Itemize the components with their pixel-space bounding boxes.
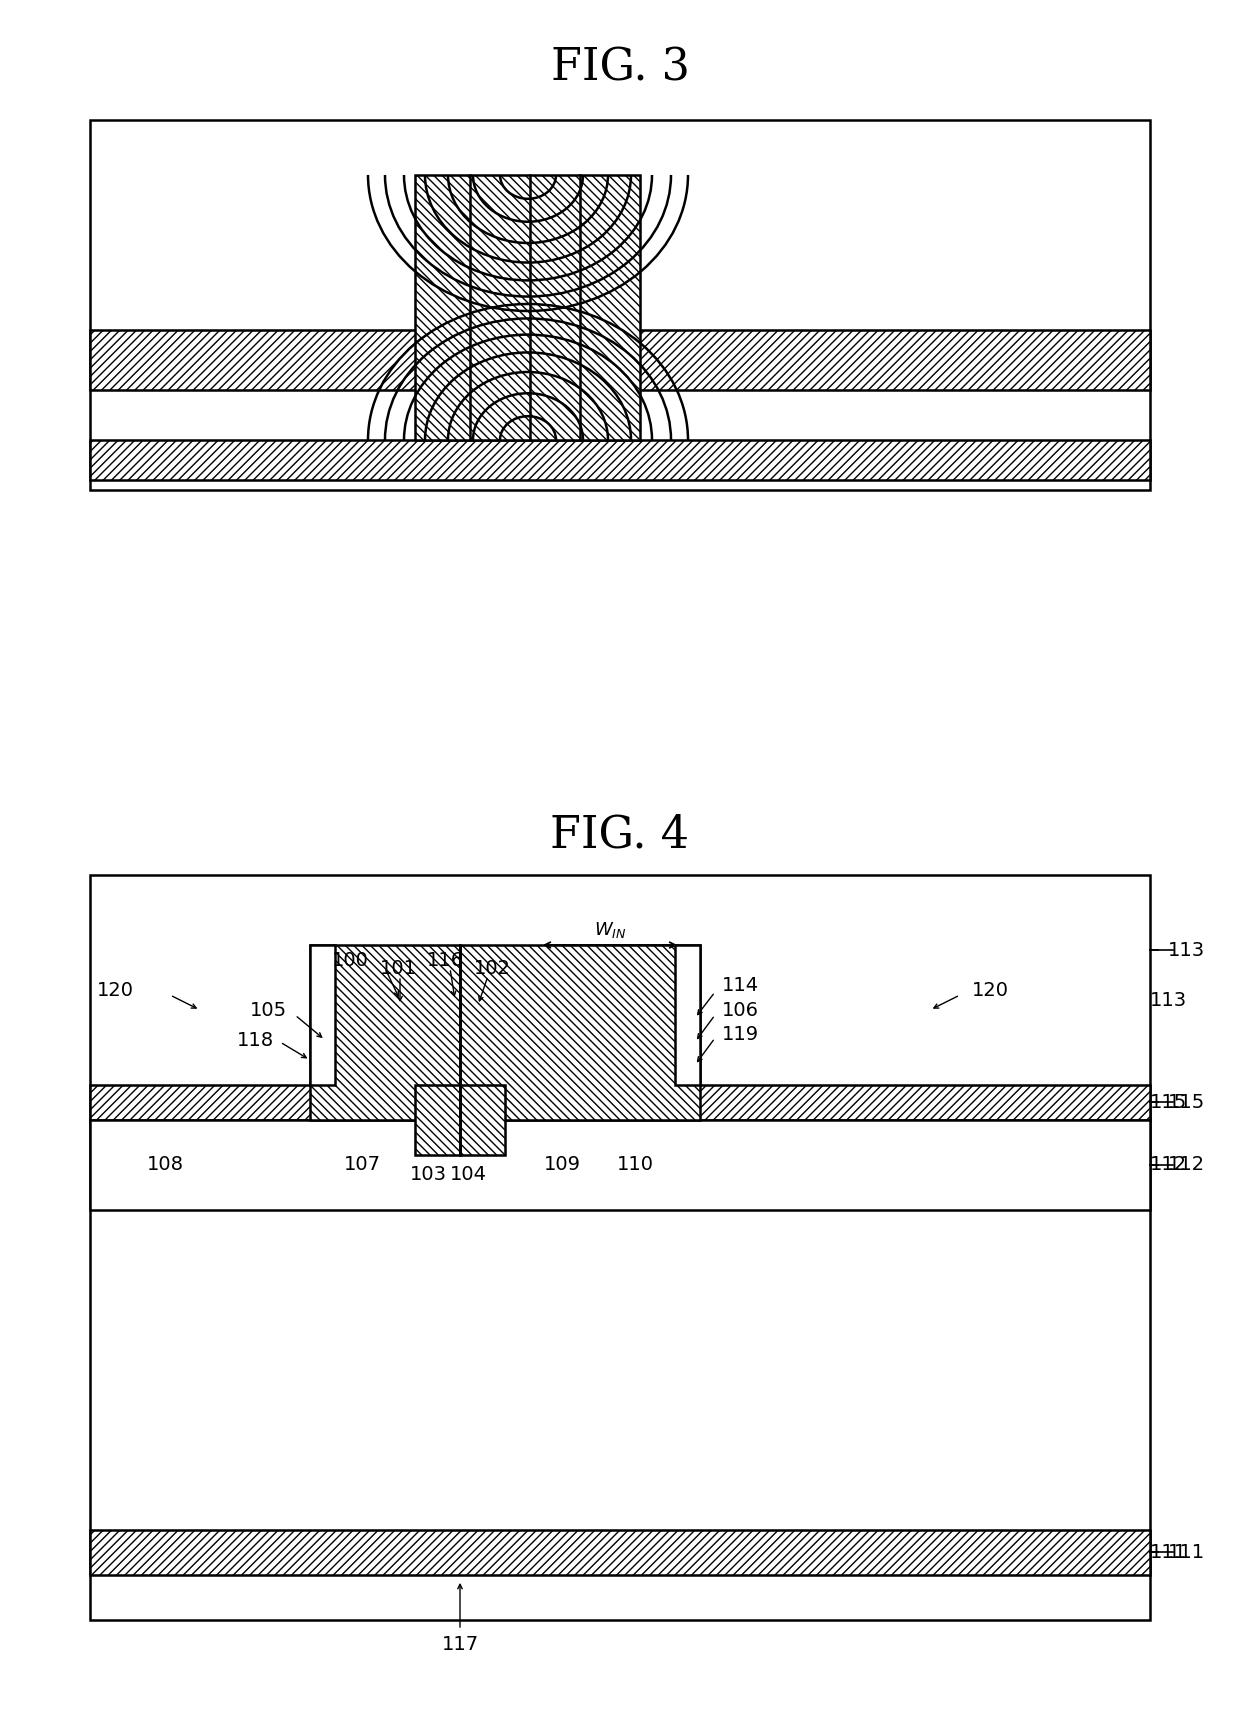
Bar <box>310 944 460 1121</box>
Text: 115: 115 <box>1168 1093 1205 1112</box>
Text: 115: 115 <box>1149 1093 1187 1112</box>
Text: 113: 113 <box>1149 991 1187 1009</box>
Bar <box>91 330 1149 390</box>
Bar <box>91 440 1149 481</box>
Bar <box>415 1085 460 1155</box>
Bar <box>310 944 335 1085</box>
Bar <box>91 1530 1149 1576</box>
Text: FIG. 4: FIG. 4 <box>551 813 689 857</box>
Text: 109: 109 <box>543 1155 580 1174</box>
Bar <box>91 330 1149 390</box>
Text: 108: 108 <box>146 1155 184 1174</box>
Text: 114: 114 <box>722 975 759 994</box>
Bar <box>310 944 460 1121</box>
Bar <box>460 944 701 1121</box>
Text: 112: 112 <box>1168 1155 1205 1174</box>
Text: 104: 104 <box>449 1165 486 1184</box>
Bar <box>460 944 701 1121</box>
Text: 101: 101 <box>379 958 417 977</box>
Bar <box>415 1085 460 1155</box>
Bar <box>91 120 1149 489</box>
Text: 102: 102 <box>474 958 511 977</box>
Text: 110: 110 <box>616 1155 653 1174</box>
Text: 120: 120 <box>97 980 134 999</box>
Text: 116: 116 <box>427 951 464 970</box>
Text: 106: 106 <box>722 1001 759 1020</box>
Bar <box>91 1530 1149 1576</box>
Text: 103: 103 <box>409 1165 446 1184</box>
Text: 111: 111 <box>1168 1543 1205 1562</box>
Text: 105: 105 <box>249 1001 286 1020</box>
Text: 119: 119 <box>722 1025 759 1044</box>
Bar <box>460 1085 505 1155</box>
Text: 117: 117 <box>441 1636 479 1655</box>
Bar <box>91 1085 1149 1121</box>
Bar <box>91 1121 1149 1210</box>
Text: 111: 111 <box>1149 1543 1187 1562</box>
Bar <box>460 1085 505 1155</box>
Text: 100: 100 <box>331 951 368 970</box>
Text: 113: 113 <box>1168 941 1205 960</box>
Text: 118: 118 <box>237 1030 274 1049</box>
Bar <box>91 440 1149 481</box>
Bar <box>415 175 640 440</box>
Bar <box>675 944 701 1085</box>
Bar <box>91 874 1149 1620</box>
Text: $W_{IN}$: $W_{IN}$ <box>594 921 626 939</box>
Text: 120: 120 <box>971 980 1008 999</box>
Bar <box>91 1085 1149 1121</box>
Text: 107: 107 <box>343 1155 381 1174</box>
Bar <box>415 175 640 440</box>
Text: 112: 112 <box>1149 1155 1187 1174</box>
Text: FIG. 3: FIG. 3 <box>551 46 689 89</box>
